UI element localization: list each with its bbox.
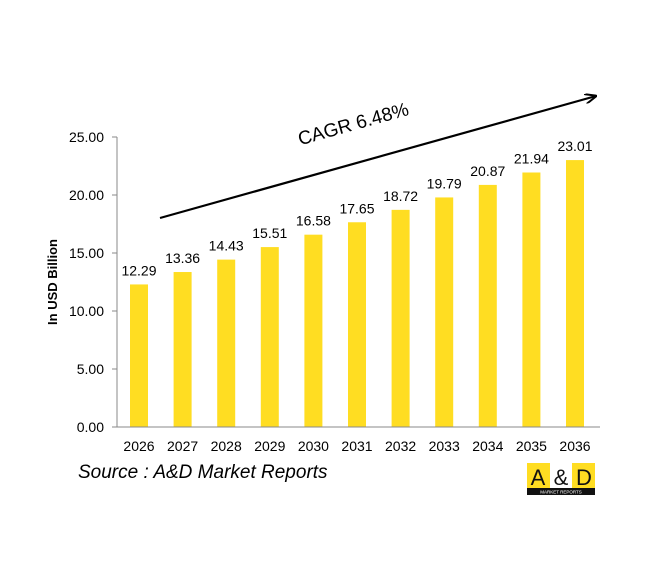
y-tick-label: 20.00 — [69, 187, 104, 203]
bar-2035 — [522, 172, 541, 427]
x-tick-label: 2027 — [167, 438, 198, 454]
data-label: 15.51 — [252, 225, 287, 241]
svg-text:&: & — [554, 465, 569, 490]
bar-2030 — [304, 234, 323, 427]
data-label: 12.29 — [121, 262, 156, 278]
bar-2028 — [217, 259, 236, 427]
bar-2034 — [478, 184, 497, 427]
data-label: 21.94 — [514, 150, 549, 166]
ad-logo: A & D MARKET REPORTS — [527, 463, 595, 495]
y-tick-label: 0.00 — [77, 419, 104, 435]
data-label: 19.79 — [427, 175, 462, 191]
y-tick-label: 25.00 — [69, 129, 104, 145]
x-tick-label: 2032 — [385, 438, 416, 454]
data-label: 13.36 — [165, 250, 200, 266]
svg-text:D: D — [576, 465, 592, 490]
x-tick-label: 2031 — [341, 438, 372, 454]
bar-2027 — [173, 272, 192, 427]
data-label: 18.72 — [383, 188, 418, 204]
data-label: 20.87 — [470, 163, 505, 179]
x-tick-label: 2030 — [298, 438, 329, 454]
svg-text:MARKET REPORTS: MARKET REPORTS — [540, 490, 582, 495]
x-tick-label: 2034 — [472, 438, 503, 454]
bar-2029 — [260, 247, 279, 427]
y-axis-label: In USD Billion — [45, 239, 60, 325]
bar-2033 — [435, 197, 454, 427]
source-note: Source : A&D Market Reports — [78, 462, 328, 483]
y-tick-label: 5.00 — [77, 361, 104, 377]
bar-2032 — [391, 209, 410, 427]
x-tick-label: 2028 — [211, 438, 242, 454]
y-tick-label: 10.00 — [69, 303, 104, 319]
x-tick-label: 2026 — [123, 438, 154, 454]
data-label: 23.01 — [557, 138, 592, 154]
svg-text:A: A — [531, 465, 546, 490]
x-tick-label: 2036 — [559, 438, 590, 454]
data-label: 16.58 — [296, 213, 331, 229]
y-tick-label: 15.00 — [69, 245, 104, 261]
data-label: 17.65 — [339, 200, 374, 216]
data-label: 14.43 — [209, 238, 244, 254]
x-tick-label: 2035 — [516, 438, 547, 454]
bar-2036 — [566, 160, 584, 428]
cagr-annotation: CAGR 6.48% — [296, 99, 412, 150]
x-tick-label: 2029 — [254, 438, 285, 454]
cagr-arrow — [159, 96, 596, 220]
bar-2031 — [348, 222, 366, 427]
bar-2026 — [130, 284, 148, 427]
x-tick-label: 2033 — [429, 438, 460, 454]
